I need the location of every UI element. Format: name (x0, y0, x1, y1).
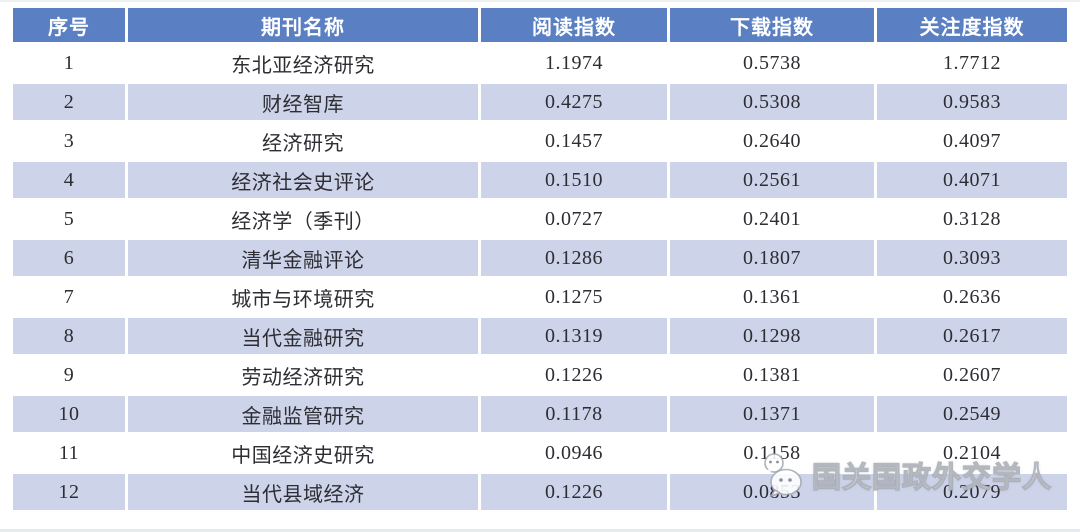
cell-download-index: 0.5738 (670, 45, 874, 81)
cell-journal-name: 财经智库 (128, 84, 478, 120)
cell-serial-number: 10 (13, 396, 125, 432)
cell-serial-number: 4 (13, 162, 125, 198)
cell-read-index: 0.1286 (481, 240, 667, 276)
cell-serial-number: 12 (13, 474, 125, 510)
cell-read-index: 1.1974 (481, 45, 667, 81)
bottom-divider (0, 529, 1080, 532)
cell-attention-index: 0.2549 (877, 396, 1067, 432)
cell-serial-number: 11 (13, 435, 125, 471)
cell-journal-name: 劳动经济研究 (128, 357, 478, 393)
cell-read-index: 0.1510 (481, 162, 667, 198)
cell-serial-number: 1 (13, 45, 125, 81)
header-cell-journal-name: 期刊名称 (128, 8, 478, 42)
cell-download-index: 0.1381 (670, 357, 874, 393)
cell-attention-index: 0.3093 (877, 240, 1067, 276)
cell-download-index: 0.0853 (670, 474, 874, 510)
header-cell-download-index: 下载指数 (670, 8, 874, 42)
cell-read-index: 0.1226 (481, 474, 667, 510)
cell-attention-index: 0.4097 (877, 123, 1067, 159)
cell-download-index: 0.1298 (670, 318, 874, 354)
cell-journal-name: 清华金融评论 (128, 240, 478, 276)
cell-download-index: 0.1361 (670, 279, 874, 315)
table-row: 7 城市与环境研究 0.1275 0.1361 0.2636 (13, 279, 1067, 315)
cell-download-index: 0.2401 (670, 201, 874, 237)
cell-read-index: 0.1319 (481, 318, 667, 354)
cell-journal-name: 经济学（季刊） (128, 201, 478, 237)
header-cell-read-index: 阅读指数 (481, 8, 667, 42)
cell-journal-name: 当代县域经济 (128, 474, 478, 510)
table-row: 3 经济研究 0.1457 0.2640 0.4097 (13, 123, 1067, 159)
cell-read-index: 0.1457 (481, 123, 667, 159)
cell-journal-name: 经济研究 (128, 123, 478, 159)
table-row: 10 金融监管研究 0.1178 0.1371 0.2549 (13, 396, 1067, 432)
cell-read-index: 0.1226 (481, 357, 667, 393)
top-divider (0, 0, 1080, 2)
cell-attention-index: 0.9583 (877, 84, 1067, 120)
cell-attention-index: 1.7712 (877, 45, 1067, 81)
cell-attention-index: 0.2636 (877, 279, 1067, 315)
cell-read-index: 0.1178 (481, 396, 667, 432)
cell-read-index: 0.1275 (481, 279, 667, 315)
cell-download-index: 0.1807 (670, 240, 874, 276)
cell-serial-number: 5 (13, 201, 125, 237)
table-row: 9 劳动经济研究 0.1226 0.1381 0.2607 (13, 357, 1067, 393)
table-row: 8 当代金融研究 0.1319 0.1298 0.2617 (13, 318, 1067, 354)
cell-read-index: 0.4275 (481, 84, 667, 120)
cell-read-index: 0.0946 (481, 435, 667, 471)
cell-read-index: 0.0727 (481, 201, 667, 237)
cell-journal-name: 金融监管研究 (128, 396, 478, 432)
cell-journal-name: 东北亚经济研究 (128, 45, 478, 81)
cell-serial-number: 6 (13, 240, 125, 276)
cell-attention-index: 0.2607 (877, 357, 1067, 393)
table-row: 6 清华金融评论 0.1286 0.1807 0.3093 (13, 240, 1067, 276)
cell-attention-index: 0.2617 (877, 318, 1067, 354)
cell-journal-name: 城市与环境研究 (128, 279, 478, 315)
header-cell-attention-index: 关注度指数 (877, 8, 1067, 42)
cell-attention-index: 0.4071 (877, 162, 1067, 198)
cell-attention-index: 0.3128 (877, 201, 1067, 237)
cell-journal-name: 当代金融研究 (128, 318, 478, 354)
cell-journal-name: 中国经济史研究 (128, 435, 478, 471)
cell-attention-index: 0.2079 (877, 474, 1067, 510)
cell-serial-number: 7 (13, 279, 125, 315)
table-row: 12 当代县域经济 0.1226 0.0853 0.2079 (13, 474, 1067, 510)
table-row: 2 财经智库 0.4275 0.5308 0.9583 (13, 84, 1067, 120)
table-body: 1 东北亚经济研究 1.1974 0.5738 1.7712 2 财经智库 0.… (13, 45, 1067, 510)
table-row: 1 东北亚经济研究 1.1974 0.5738 1.7712 (13, 45, 1067, 81)
cell-serial-number: 9 (13, 357, 125, 393)
cell-download-index: 0.1158 (670, 435, 874, 471)
cell-serial-number: 3 (13, 123, 125, 159)
cell-download-index: 0.5308 (670, 84, 874, 120)
header-row: 序号 期刊名称 阅读指数 下载指数 关注度指数 (13, 8, 1067, 42)
cell-serial-number: 2 (13, 84, 125, 120)
journal-index-table: 序号 期刊名称 阅读指数 下载指数 关注度指数 1 东北亚经济研究 1.1974… (10, 5, 1070, 513)
cell-attention-index: 0.2104 (877, 435, 1067, 471)
cell-download-index: 0.2640 (670, 123, 874, 159)
cell-download-index: 0.1371 (670, 396, 874, 432)
table-row: 11 中国经济史研究 0.0946 0.1158 0.2104 (13, 435, 1067, 471)
cell-download-index: 0.2561 (670, 162, 874, 198)
cell-journal-name: 经济社会史评论 (128, 162, 478, 198)
cell-serial-number: 8 (13, 318, 125, 354)
header-cell-serial-number: 序号 (13, 8, 125, 42)
table-row: 5 经济学（季刊） 0.0727 0.2401 0.3128 (13, 201, 1067, 237)
table-row: 4 经济社会史评论 0.1510 0.2561 0.4071 (13, 162, 1067, 198)
